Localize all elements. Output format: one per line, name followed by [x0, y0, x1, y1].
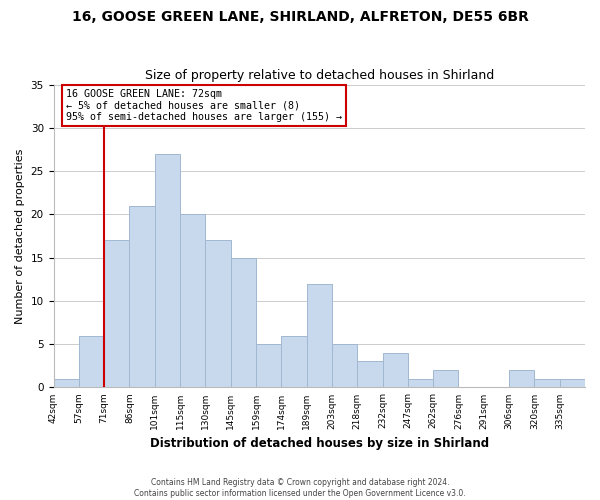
Y-axis label: Number of detached properties: Number of detached properties [15, 148, 25, 324]
Bar [205, 240, 230, 388]
Bar [79, 336, 104, 388]
Bar [433, 370, 458, 388]
Bar [281, 336, 307, 388]
X-axis label: Distribution of detached houses by size in Shirland: Distribution of detached houses by size … [150, 437, 489, 450]
Bar [509, 370, 535, 388]
Bar [180, 214, 205, 388]
Bar [408, 379, 433, 388]
Bar [357, 362, 383, 388]
Bar [104, 240, 130, 388]
Text: 16 GOOSE GREEN LANE: 72sqm
← 5% of detached houses are smaller (8)
95% of semi-d: 16 GOOSE GREEN LANE: 72sqm ← 5% of detac… [66, 89, 342, 122]
Bar [230, 258, 256, 388]
Bar [560, 379, 585, 388]
Text: 16, GOOSE GREEN LANE, SHIRLAND, ALFRETON, DE55 6BR: 16, GOOSE GREEN LANE, SHIRLAND, ALFRETON… [71, 10, 529, 24]
Bar [256, 344, 281, 388]
Bar [130, 206, 155, 388]
Bar [53, 379, 79, 388]
Text: Contains HM Land Registry data © Crown copyright and database right 2024.
Contai: Contains HM Land Registry data © Crown c… [134, 478, 466, 498]
Bar [535, 379, 560, 388]
Bar [307, 284, 332, 388]
Title: Size of property relative to detached houses in Shirland: Size of property relative to detached ho… [145, 69, 494, 82]
Bar [332, 344, 357, 388]
Bar [155, 154, 180, 388]
Bar [383, 353, 408, 388]
